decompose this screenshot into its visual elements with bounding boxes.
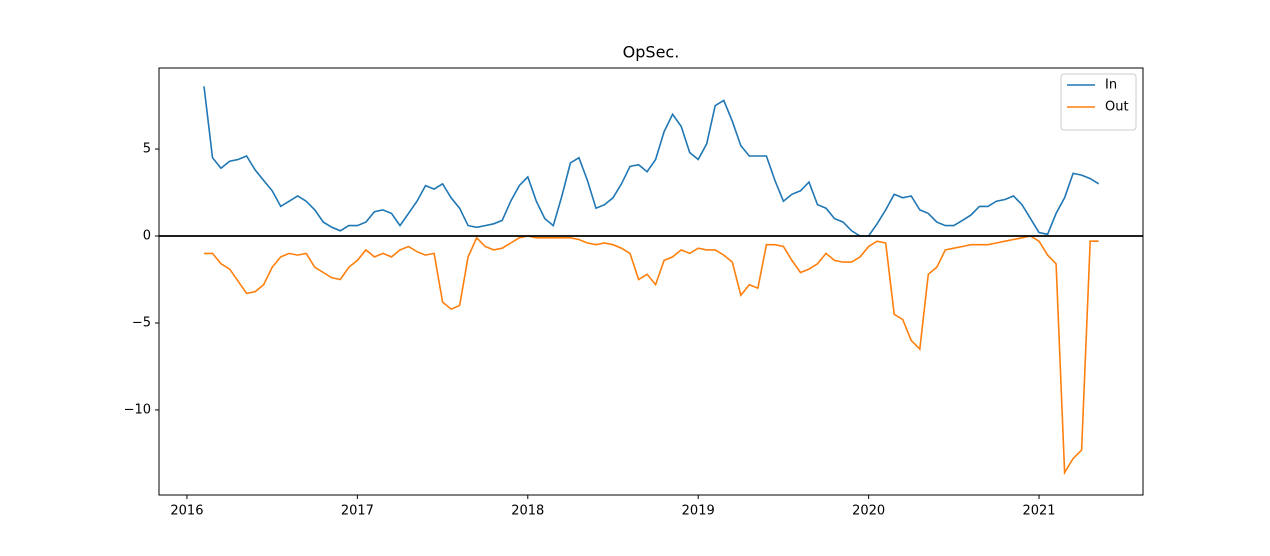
chart-title: OpSec. bbox=[623, 43, 680, 62]
series-line bbox=[203, 86, 1100, 237]
x-tick-label: 2017 bbox=[341, 504, 374, 519]
x-tick-label: 2016 bbox=[170, 504, 203, 519]
plot-frame bbox=[158, 67, 1144, 496]
legend-label: Out bbox=[1105, 100, 1129, 115]
series-line bbox=[204, 235, 1099, 476]
x-tick-label: 2018 bbox=[511, 504, 544, 519]
x-tick-label: 2020 bbox=[852, 504, 885, 519]
legend-box bbox=[1060, 73, 1137, 131]
x-tick-label: 2021 bbox=[1022, 504, 1055, 519]
y-tick-label: 0 bbox=[143, 229, 151, 244]
x-tick-label: 2019 bbox=[682, 504, 715, 519]
y-tick-label: −10 bbox=[124, 402, 151, 417]
legend-label: In bbox=[1105, 78, 1117, 93]
y-tick-label: −5 bbox=[132, 315, 151, 330]
y-tick-label: 5 bbox=[143, 142, 151, 157]
